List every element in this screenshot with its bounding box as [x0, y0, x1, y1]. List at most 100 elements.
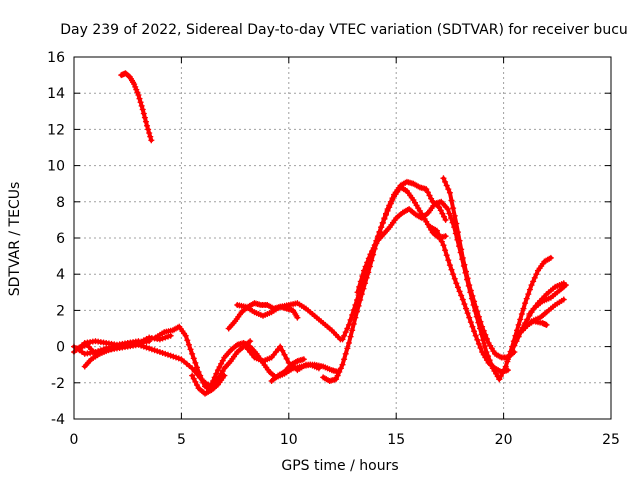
- data-point-interp: [467, 287, 474, 294]
- data-point: [189, 350, 196, 357]
- data-point: [182, 332, 189, 339]
- data-point: [131, 81, 138, 88]
- data-point-interp: [145, 126, 152, 133]
- data-point-interp: [501, 366, 508, 373]
- data-point-interp: [184, 337, 191, 344]
- data-point-interp: [370, 247, 377, 254]
- data-point: [513, 338, 520, 345]
- data-point-interp: [141, 114, 148, 121]
- y-tick-label: 12: [47, 122, 65, 138]
- data-point-interp: [281, 351, 288, 358]
- data-point-interp: [447, 215, 454, 222]
- data-point-interp: [481, 343, 488, 350]
- data-point: [189, 372, 196, 379]
- data-point: [345, 339, 352, 346]
- data-point: [453, 280, 460, 287]
- data-point-interp: [446, 210, 453, 217]
- chart-title: Day 239 of 2022, Sidereal Day-to-day VTE…: [60, 22, 628, 38]
- data-point-interp: [530, 278, 537, 285]
- data-point-interp: [185, 341, 192, 348]
- data-point: [144, 122, 151, 129]
- data-point-interp: [451, 212, 458, 219]
- data-point-interp: [146, 130, 153, 137]
- data-point-interp: [448, 197, 455, 204]
- data-point-interp: [190, 355, 197, 362]
- y-tick-label: 14: [47, 86, 65, 102]
- data-point-interp: [443, 252, 450, 259]
- data-point-interp: [192, 359, 199, 366]
- data-point-interp: [469, 323, 476, 330]
- data-point-interp: [456, 237, 463, 244]
- data-point-interp: [435, 231, 442, 238]
- data-point-interp: [525, 291, 532, 298]
- data-point: [543, 321, 550, 328]
- data-point-interp: [437, 207, 444, 214]
- data-point-interp: [148, 346, 155, 353]
- data-point-interp: [445, 257, 452, 264]
- x-tick-label: 20: [495, 432, 513, 448]
- data-point-interp: [474, 336, 481, 343]
- y-axis-label: SDTVAR / TECUs: [7, 182, 23, 297]
- series-track-10: [234, 300, 344, 343]
- data-point: [378, 224, 385, 231]
- data-point: [504, 356, 511, 363]
- y-tick-label: 2: [56, 303, 65, 319]
- data-point: [156, 349, 163, 356]
- data-point: [472, 303, 479, 310]
- data-point-interp: [442, 247, 449, 254]
- data-point-interp: [456, 288, 463, 295]
- series-track-15: [339, 184, 449, 343]
- data-point: [446, 262, 453, 269]
- series-track-4: [81, 338, 142, 370]
- data-point-interp: [173, 354, 180, 361]
- data-point-interp: [524, 316, 531, 323]
- data-point-interp: [471, 298, 478, 305]
- data-point-interp: [142, 118, 149, 125]
- x-tick-label: 25: [602, 432, 620, 448]
- data-point-interp: [350, 306, 357, 313]
- data-point-interp: [469, 292, 476, 299]
- data-point: [208, 381, 215, 388]
- data-point: [135, 338, 142, 345]
- data-point-interp: [448, 266, 455, 273]
- y-tick-label: 10: [47, 159, 65, 175]
- data-point-interp: [424, 189, 431, 196]
- data-point: [352, 314, 359, 321]
- data-point-interp: [143, 344, 150, 351]
- data-point-interp: [164, 333, 171, 340]
- data-point: [371, 242, 378, 249]
- data-point-interp: [439, 210, 446, 217]
- data-point: [146, 345, 153, 352]
- data-point: [352, 301, 359, 308]
- data-point: [459, 296, 466, 303]
- data-point-interp: [362, 272, 369, 279]
- data-point-interp: [475, 340, 482, 347]
- data-point-interp: [374, 233, 381, 240]
- data-point: [300, 356, 307, 363]
- x-tick-label: 0: [70, 432, 79, 448]
- data-point: [148, 137, 155, 144]
- data-point-interp: [136, 95, 143, 102]
- data-point-interp: [134, 89, 141, 96]
- data-point-interp: [210, 377, 217, 384]
- data-point-interp: [170, 353, 177, 360]
- x-tick-label: 5: [177, 432, 186, 448]
- data-point-interp: [140, 110, 147, 117]
- data-point: [247, 338, 254, 345]
- data-point: [440, 175, 447, 182]
- x-tick-label: 10: [280, 432, 298, 448]
- data-point-interp: [353, 296, 360, 303]
- data-point: [479, 323, 486, 330]
- data-point-interp: [211, 374, 218, 381]
- data-series: [71, 70, 569, 397]
- data-point-interp: [517, 316, 524, 323]
- axis-ticks: 0 5 10 15 20 25 -4 -2 0 2 4 6 8 10 12 14 16: [47, 50, 620, 448]
- data-point-interp: [164, 351, 171, 358]
- data-point-interp: [379, 220, 386, 227]
- data-point: [294, 314, 301, 321]
- data-point-interp: [518, 311, 525, 318]
- data-point-interp: [355, 292, 362, 299]
- data-point-interp: [480, 327, 487, 334]
- data-point-interp: [531, 274, 538, 281]
- series-track-7: [189, 338, 254, 397]
